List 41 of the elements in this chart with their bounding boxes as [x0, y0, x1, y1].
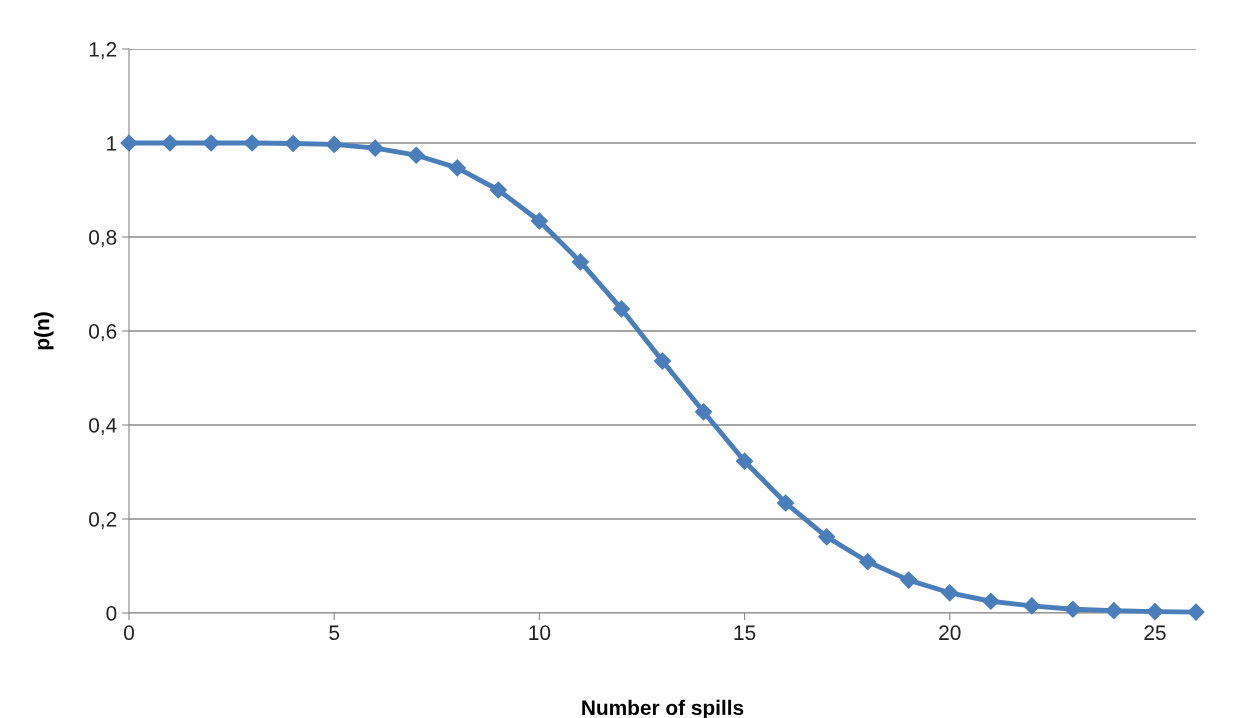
- point: [489, 181, 507, 199]
- point: [1187, 603, 1205, 621]
- point: [941, 584, 959, 602]
- y-axis-title: p(n): [34, 312, 54, 350]
- point: [982, 592, 1000, 610]
- x-tick-label: 15: [734, 625, 756, 641]
- y-tick-label: 0,4: [89, 418, 117, 436]
- point: [612, 300, 631, 318]
- x-tick-label: 10: [529, 625, 551, 641]
- point: [571, 253, 589, 271]
- point: [694, 403, 713, 421]
- y-tick-label: 0: [106, 606, 117, 621]
- point: [202, 134, 220, 152]
- point: [407, 146, 425, 164]
- point: [284, 134, 302, 153]
- point: [1064, 600, 1082, 618]
- point: [736, 452, 754, 470]
- point: [900, 571, 918, 589]
- y-tick-label: 0,8: [89, 230, 117, 248]
- point: [243, 134, 261, 152]
- point: [120, 134, 138, 152]
- x-tick-label: 0: [124, 625, 134, 641]
- point: [1023, 597, 1041, 615]
- point: [161, 134, 179, 152]
- point: [366, 139, 384, 157]
- point: [818, 528, 836, 546]
- y-tick-label: 1,2: [89, 42, 117, 60]
- y-tick-label: 0,2: [89, 512, 117, 530]
- point: [530, 212, 548, 230]
- x-tick-label: 20: [939, 625, 961, 641]
- point: [653, 352, 672, 370]
- point: [1146, 603, 1164, 621]
- point: [777, 494, 795, 512]
- point: [448, 159, 466, 177]
- y-tick-label: 0,6: [89, 324, 117, 342]
- point: [859, 553, 877, 571]
- point: [325, 135, 343, 153]
- x-tick-label: 5: [329, 625, 340, 641]
- point: [1105, 602, 1123, 620]
- y-tick-label: 1: [107, 136, 117, 151]
- x-tick-label: 25: [1144, 625, 1166, 641]
